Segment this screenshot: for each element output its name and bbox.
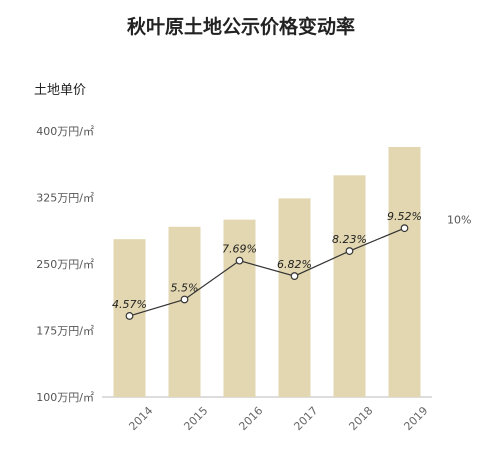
y-tick-label: 325万円/㎡ bbox=[36, 192, 94, 205]
right-y-tick-label: 10% bbox=[447, 214, 471, 227]
rate-point bbox=[125, 312, 134, 320]
x-tick-label: 2017 bbox=[291, 404, 320, 433]
rate-data-label: 6.82% bbox=[277, 258, 312, 271]
rate-data-label: 5.5% bbox=[171, 281, 199, 294]
rate-point bbox=[345, 247, 354, 255]
rate-point bbox=[180, 295, 189, 304]
rate-data-label: 8.23% bbox=[332, 233, 367, 246]
rate-data-label: 9.52% bbox=[387, 210, 422, 223]
bar bbox=[223, 219, 256, 397]
rate-point bbox=[290, 272, 299, 280]
line-series bbox=[125, 224, 409, 320]
x-tick-label: 2015 bbox=[181, 404, 210, 433]
x-tick-label: 2019 bbox=[401, 404, 430, 433]
y-tick-label: 100万円/㎡ bbox=[36, 391, 94, 404]
y-axis-label: 土地单价 bbox=[34, 83, 87, 98]
rate-data-label: 4.57% bbox=[112, 298, 147, 311]
y-tick-label: 250万円/㎡ bbox=[36, 258, 94, 271]
rate-data-label: 7.69% bbox=[222, 243, 257, 256]
bar bbox=[278, 198, 311, 397]
bar bbox=[168, 226, 201, 397]
rate-point bbox=[235, 256, 244, 265]
bar bbox=[388, 146, 421, 397]
y-tick-label: 400万円/㎡ bbox=[36, 125, 94, 138]
bar bbox=[333, 175, 366, 397]
chart-title: 秋叶原土地公示价格变动率 bbox=[126, 16, 355, 38]
rate-line bbox=[129, 227, 405, 317]
x-tick-label: 2016 bbox=[236, 404, 265, 433]
x-tick-label: 2014 bbox=[126, 404, 155, 433]
x-tick-label: 2018 bbox=[346, 404, 375, 433]
bar-series bbox=[113, 146, 421, 397]
y-tick-label: 175万円/㎡ bbox=[36, 325, 94, 338]
rate-point bbox=[400, 224, 409, 233]
